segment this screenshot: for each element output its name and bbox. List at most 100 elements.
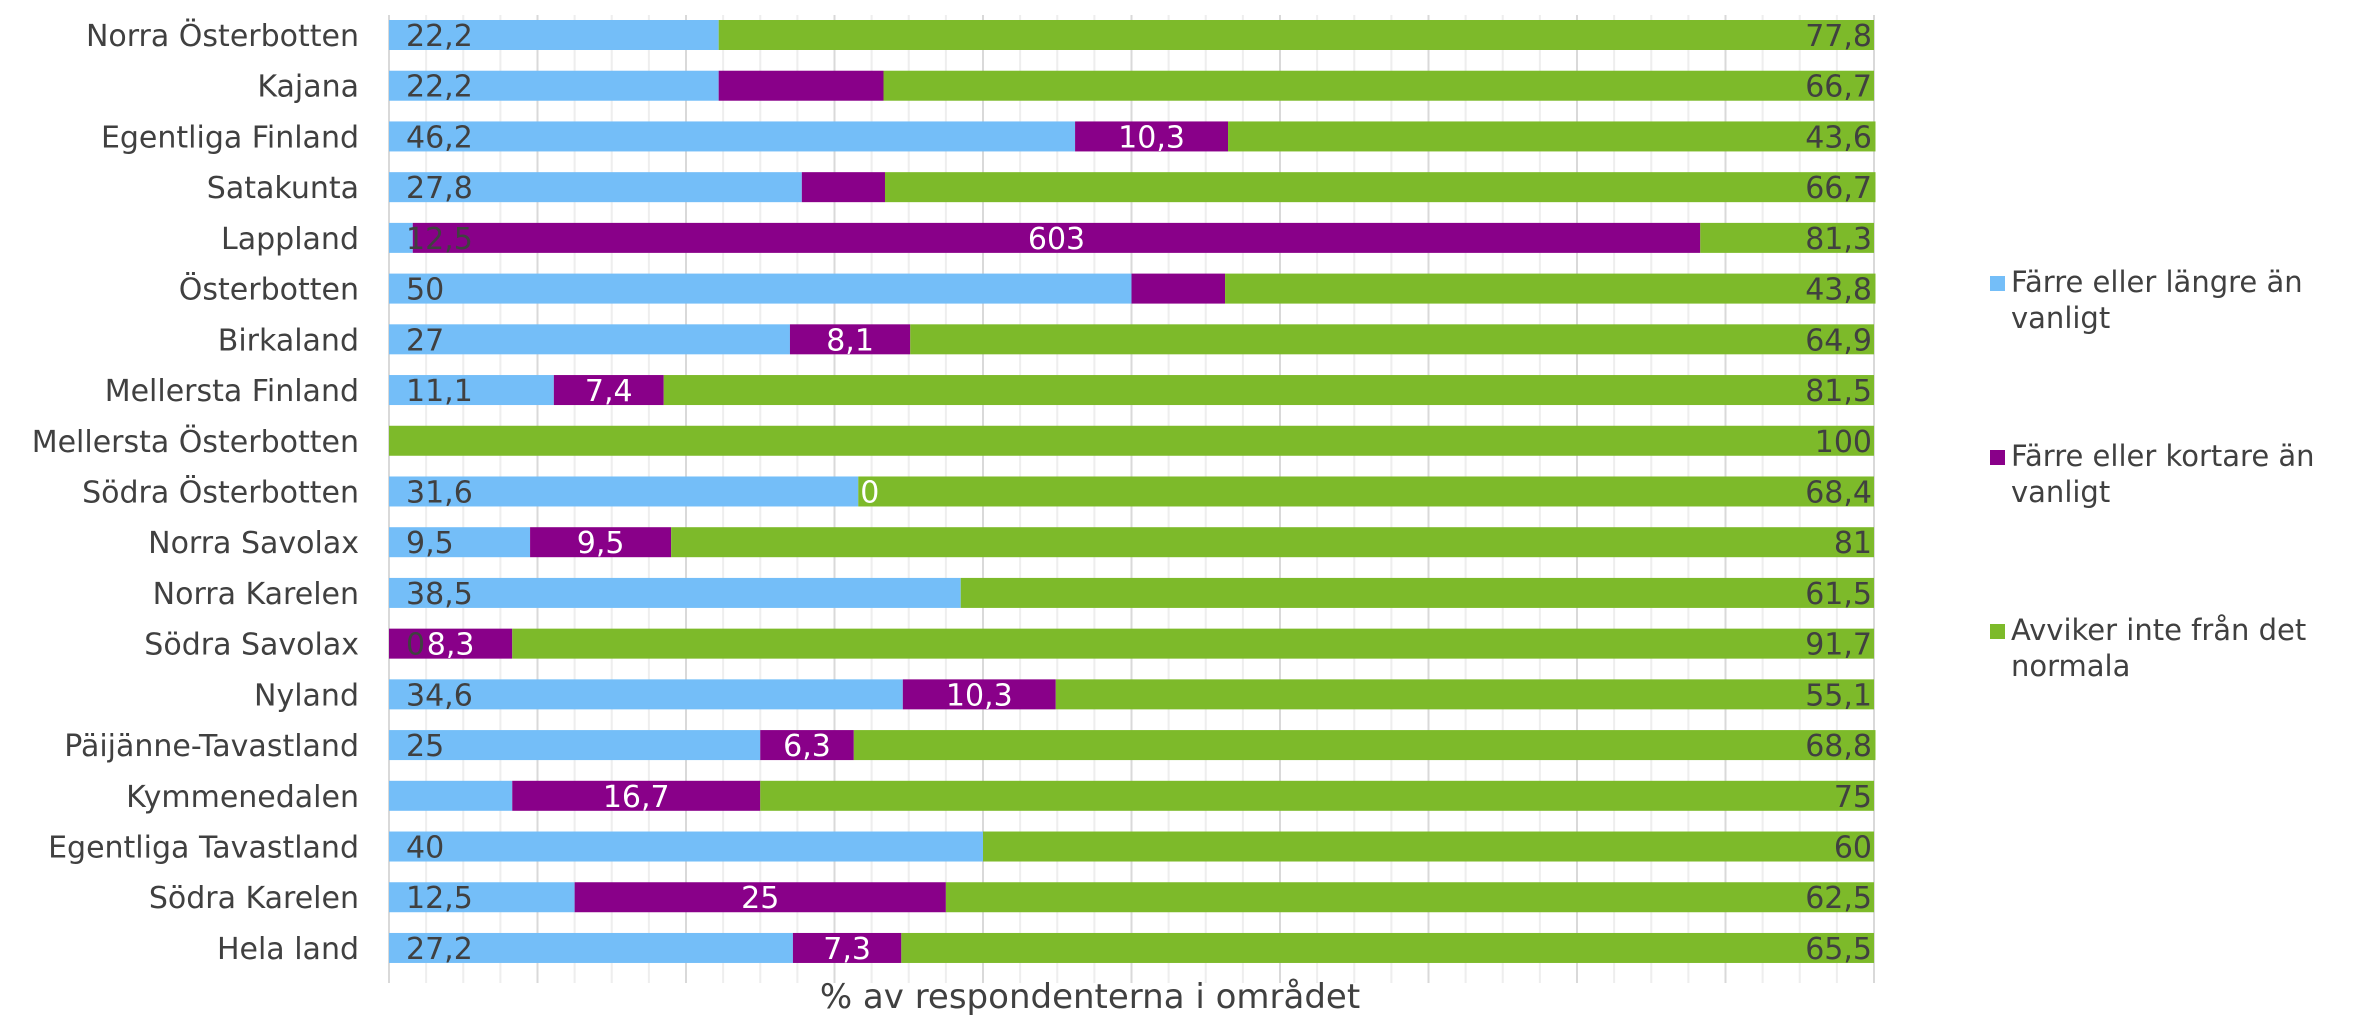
data-label: 68,8 bbox=[1805, 729, 1872, 764]
data-label: 9,5 bbox=[406, 526, 454, 561]
bar-segment bbox=[789, 324, 911, 355]
bar-segment bbox=[389, 882, 575, 913]
legend-swatch bbox=[1990, 450, 2005, 465]
data-label: 31,6 bbox=[406, 475, 473, 510]
category-label: Norra Österbotten bbox=[86, 18, 359, 54]
bar-segment bbox=[1225, 273, 1876, 304]
bar-segment bbox=[1131, 273, 1226, 304]
bar-segment bbox=[760, 780, 1874, 811]
category-label: Nyland bbox=[254, 678, 359, 713]
data-label: 603 bbox=[1028, 222, 1085, 257]
x-axis-label: % av respondenterna i området bbox=[820, 977, 1360, 1017]
bar-segment bbox=[945, 882, 1874, 913]
bar-segment bbox=[1055, 679, 1874, 710]
bar-segment bbox=[801, 172, 885, 203]
legend-swatch bbox=[1990, 276, 2005, 291]
bar-segment bbox=[389, 831, 983, 862]
bar-segment bbox=[1228, 121, 1876, 152]
bar-segment bbox=[389, 172, 802, 203]
legend-label: Färre eller kortare än bbox=[2011, 439, 2315, 473]
data-label: 10,3 bbox=[1118, 120, 1185, 155]
data-label: 60 bbox=[1834, 831, 1872, 866]
data-label: 22,2 bbox=[406, 19, 473, 54]
bar-segment bbox=[389, 375, 554, 406]
data-label: 77,8 bbox=[1805, 19, 1872, 54]
bar-segment bbox=[902, 679, 1056, 710]
category-label: Mellersta Österbotten bbox=[32, 424, 359, 460]
bar-segment bbox=[883, 70, 1874, 101]
data-label: 11,1 bbox=[406, 374, 473, 409]
data-label: 46,2 bbox=[406, 120, 473, 155]
data-label: 61,5 bbox=[1805, 577, 1872, 612]
value-labels: 22,2 77,8 22,2 66,7 46,2 10,3 43,6 27,8 66,7 12,5… bbox=[406, 19, 1872, 967]
bar-segment bbox=[389, 70, 719, 101]
data-label: 8,3 bbox=[427, 628, 475, 663]
data-label: 9,5 bbox=[577, 526, 625, 561]
data-label: 43,6 bbox=[1805, 120, 1872, 155]
data-label: 62,5 bbox=[1805, 881, 1872, 916]
bar-segment bbox=[389, 273, 1132, 304]
bar-segment bbox=[663, 375, 1874, 406]
bar-segment bbox=[853, 730, 1876, 761]
data-label: 64,9 bbox=[1805, 323, 1872, 358]
data-label: 40 bbox=[406, 831, 444, 866]
bar-segment bbox=[671, 527, 1874, 558]
data-label: 65,5 bbox=[1805, 932, 1872, 967]
category-label: Södra Österbotten bbox=[82, 474, 359, 510]
data-label: 22,2 bbox=[406, 70, 473, 105]
data-label: 91,7 bbox=[1805, 628, 1872, 663]
bar-segment bbox=[1700, 222, 1874, 253]
data-label: 10,3 bbox=[946, 678, 1013, 713]
category-label: Egentliga Finland bbox=[101, 120, 359, 155]
category-label: Kajana bbox=[257, 70, 359, 105]
data-label: 43,8 bbox=[1805, 273, 1872, 308]
bar-segment bbox=[412, 222, 1701, 253]
bar-segment bbox=[718, 20, 1875, 50]
bar-segment bbox=[1075, 121, 1229, 152]
category-label: Österbotten bbox=[179, 272, 359, 308]
bar-segment bbox=[389, 121, 1076, 152]
bar-segment bbox=[389, 577, 961, 608]
data-label: 50 bbox=[406, 273, 444, 308]
bar-segment bbox=[858, 476, 1874, 507]
data-label: 27 bbox=[406, 323, 444, 358]
bar-segment bbox=[983, 831, 1874, 862]
data-label: 7,3 bbox=[823, 932, 871, 967]
category-label: Satakunta bbox=[207, 171, 359, 206]
data-label: 12,5 bbox=[406, 881, 473, 916]
data-label: 68,4 bbox=[1805, 475, 1872, 510]
bar-segment bbox=[389, 476, 859, 507]
legend-label: vanligt bbox=[2011, 301, 2110, 335]
category-label: Norra Karelen bbox=[153, 577, 359, 612]
category-label: Kymmenedalen bbox=[126, 780, 359, 815]
bar-segment bbox=[512, 628, 1874, 659]
bar-segment bbox=[574, 882, 946, 913]
bar-segment bbox=[389, 780, 513, 811]
category-label: Södra Karelen bbox=[149, 881, 359, 916]
data-label: 0 bbox=[406, 628, 425, 663]
category-label: Södra Savolax bbox=[144, 628, 359, 663]
data-label: 25 bbox=[406, 729, 444, 764]
legend-label: Färre eller längre än bbox=[2011, 265, 2303, 299]
data-label: 25 bbox=[741, 881, 779, 916]
bar-segment bbox=[389, 932, 793, 963]
data-label: 27,8 bbox=[406, 171, 473, 206]
legend-swatch bbox=[1990, 624, 2005, 639]
bars bbox=[389, 20, 1876, 963]
category-label: Lappland bbox=[221, 222, 359, 257]
bar-segment bbox=[389, 527, 531, 558]
data-label: 8,1 bbox=[826, 323, 874, 358]
bar-segment bbox=[910, 324, 1874, 355]
bar-segment bbox=[389, 679, 903, 710]
legend-label: vanligt bbox=[2011, 475, 2110, 509]
data-label: 16,7 bbox=[603, 780, 670, 815]
bar-segment bbox=[389, 324, 790, 355]
bar-segment bbox=[901, 932, 1874, 963]
data-label: 81 bbox=[1834, 526, 1872, 561]
bar-segment bbox=[760, 730, 854, 761]
data-label: 6,3 bbox=[783, 729, 831, 764]
bar-segment bbox=[389, 425, 1874, 456]
category-label: Hela land bbox=[217, 932, 359, 967]
bar-segment bbox=[792, 932, 902, 963]
